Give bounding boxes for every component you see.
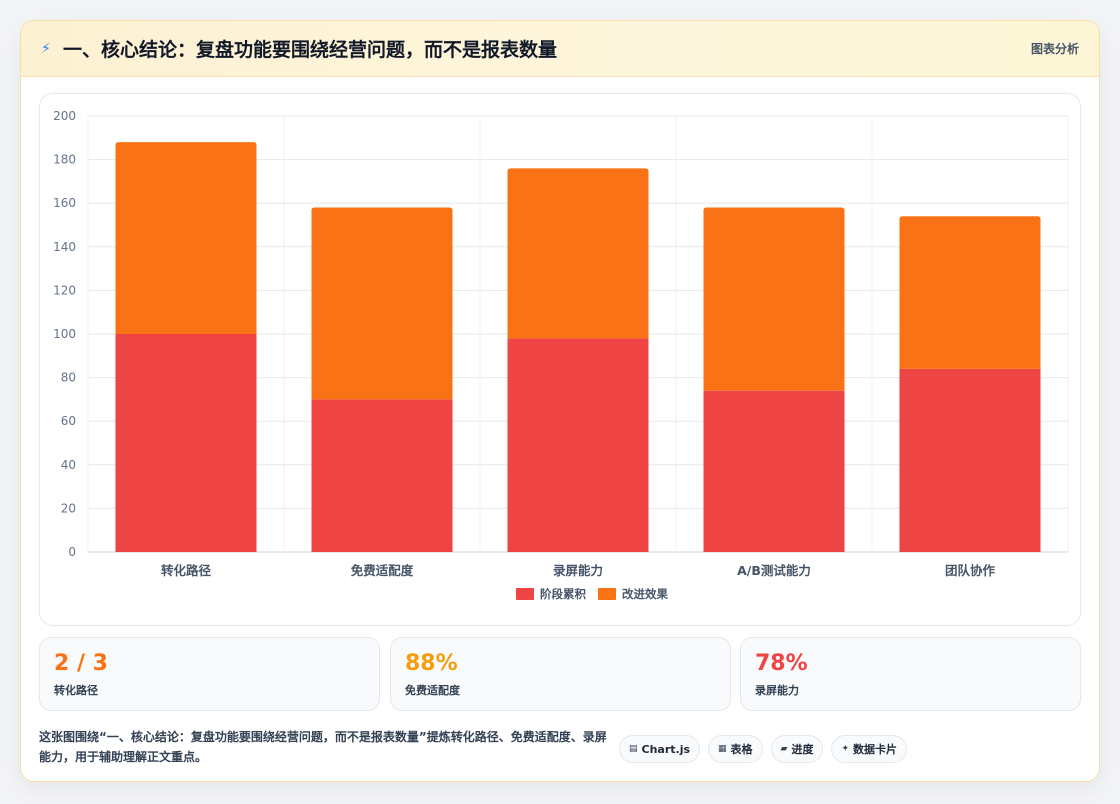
stat-label: 转化路径 (54, 684, 98, 697)
stat-label: 录屏能力 (755, 684, 799, 697)
y-tick-label: 40 (61, 458, 76, 472)
table-icon: ▦ (718, 744, 727, 754)
bar-segment (507, 338, 649, 552)
x-tick-label: 转化路径 (161, 563, 212, 578)
y-tick-label: 120 (53, 283, 76, 297)
x-tick-label: 录屏能力 (553, 563, 603, 578)
legend-swatch (598, 588, 616, 600)
chip-progress[interactable]: ▰ 进度 (770, 735, 824, 763)
card-footer: 这张图围绕“一、核心结论：复盘功能要围绕经营问题，而不是报表数量”提炼转化路径、… (39, 725, 1081, 771)
y-tick-label: 100 (53, 327, 76, 341)
chip-label: Chart.js (641, 742, 691, 756)
stacked-bar-chart: 0 20 40 60 80 100 120 140 160 180 200 转化路径 免费适配度 录屏能力… (53, 109, 1069, 601)
card-title: 一、核心结论：复盘功能要围绕经营问题，而不是报表数量 (63, 39, 558, 61)
chip-label: 进度 (791, 743, 814, 756)
y-tick-label: 180 (53, 153, 76, 167)
x-tick-label: 免费适配度 (351, 563, 414, 578)
bar-segment (115, 142, 257, 334)
bar-segment (703, 207, 845, 391)
legend-label: 阶段累积 (540, 587, 586, 601)
bar-segment (311, 207, 453, 400)
y-tick-label: 80 (61, 371, 76, 385)
y-tick-label: 140 (53, 240, 76, 254)
chip-data-card[interactable]: ✦ 数据卡片 (831, 735, 908, 763)
stat-card-recording: 78% 录屏能力 (740, 637, 1081, 711)
y-tick-label: 0 (68, 545, 76, 559)
progress-icon: ▰ (780, 744, 788, 754)
chart-analysis-tag: 图表分析 (1030, 42, 1079, 56)
chart-description: 这张图围绕“一、核心结论：复盘功能要围绕经营问题，而不是报表数量”提炼转化路径、… (39, 730, 607, 764)
tech-chips: ▤ Chart.js ▦ 表格 ▰ 进度 ✦ 数据卡片 (619, 735, 908, 763)
stat-value: 88% (405, 651, 458, 676)
bar-segment (507, 168, 649, 339)
chip-label: 数据卡片 (853, 743, 898, 756)
lightning-icon: ⚡ (41, 40, 51, 57)
bar-segment (115, 334, 257, 552)
legend-swatch (516, 588, 534, 600)
y-tick-label: 160 (53, 196, 76, 210)
chip-label: 表格 (730, 743, 753, 756)
y-tick-label: 20 (61, 501, 76, 515)
bar-segment (899, 368, 1041, 552)
chip-table[interactable]: ▦ 表格 (708, 735, 763, 763)
x-tick-label: A/B测试能力 (737, 563, 811, 578)
chart-card: ⚡ 一、核心结论：复盘功能要围绕经营问题，而不是报表数量 图表分析 0 20 40 6… (20, 20, 1100, 782)
stat-cards: 2 / 3 转化路径 88% 免费适配度 78% 录屏能力 (39, 637, 1081, 711)
chart-container: 0 20 40 60 80 100 120 140 160 180 200 转化路径 免费适配度 录屏能力… (39, 93, 1081, 626)
sparkle-icon: ✦ (841, 744, 850, 754)
chart-icon: ▤ (629, 744, 638, 754)
bar-segment (703, 390, 845, 552)
bar-segment (311, 399, 453, 552)
stat-value: 2 / 3 (54, 651, 108, 676)
bar-segment (899, 216, 1041, 369)
x-tick-label: 团队协作 (945, 563, 996, 578)
stat-card-free-fit: 88% 免费适配度 (390, 637, 731, 711)
legend-label: 改进效果 (622, 587, 668, 601)
card-header: ⚡ 一、核心结论：复盘功能要围绕经营问题，而不是报表数量 图表分析 (21, 21, 1099, 77)
chip-chartjs[interactable]: ▤ Chart.js (619, 735, 701, 763)
stat-value: 78% (755, 651, 808, 676)
stat-card-conversion: 2 / 3 转化路径 (39, 637, 380, 711)
y-tick-label: 200 (53, 109, 76, 123)
y-tick-label: 60 (61, 414, 76, 428)
stat-label: 免费适配度 (405, 684, 460, 697)
